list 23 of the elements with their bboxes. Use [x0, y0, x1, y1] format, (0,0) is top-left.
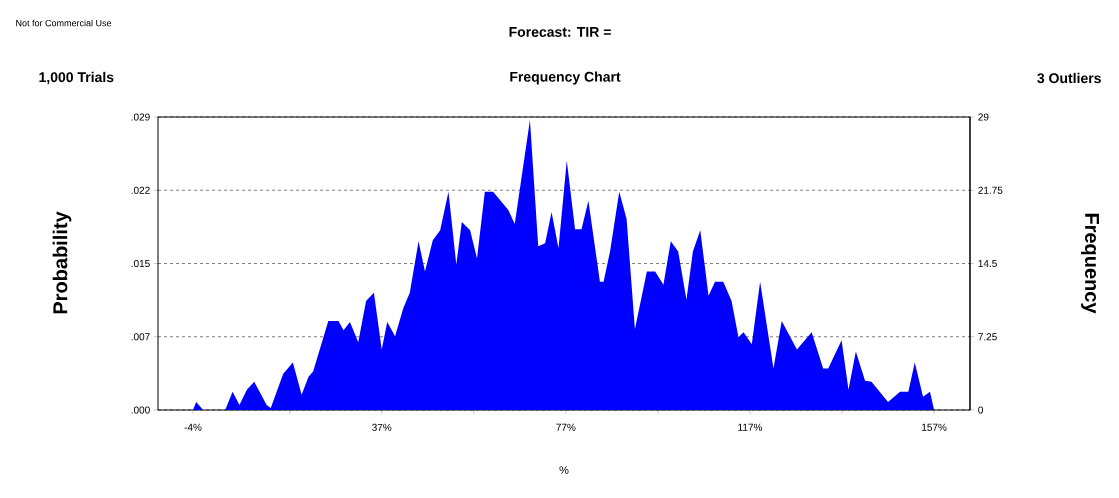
- x-axis-title: %: [559, 466, 569, 474]
- y-tick-label: .015: [131, 259, 150, 268]
- y2-tick-label: 21.75: [978, 186, 1003, 194]
- text: 1,000 Trials: [39, 71, 114, 85]
- x-tick-label: 117%: [738, 423, 763, 431]
- chart-title: Forecast: TIR =: [509, 27, 611, 37]
- y-tick-label: .022: [131, 186, 150, 194]
- y2-axis-title: Frequency: [1081, 213, 1099, 314]
- x-tick-label: 37%: [372, 423, 392, 431]
- text: 3 Outliers: [1037, 72, 1101, 84]
- y2-tick-label: 14.5: [978, 260, 997, 267]
- y-tick-label: .029: [131, 113, 150, 121]
- x-tick-label: 77%: [556, 423, 576, 431]
- y-tick-label: .007: [131, 333, 150, 341]
- y2-tick-label: 29: [978, 113, 989, 121]
- y2-tick-label: 7.25: [978, 333, 997, 341]
- x-tick-label: -4%: [184, 423, 202, 431]
- y-axis-title: Probability: [52, 211, 72, 314]
- text: Not for Commercial Use: [16, 19, 112, 27]
- x-tick-label: 157%: [922, 423, 947, 431]
- chart-subtitle: Frequency Chart: [510, 71, 621, 85]
- y2-tick-label: 0: [978, 406, 983, 414]
- y-tick-label: .000: [131, 406, 150, 414]
